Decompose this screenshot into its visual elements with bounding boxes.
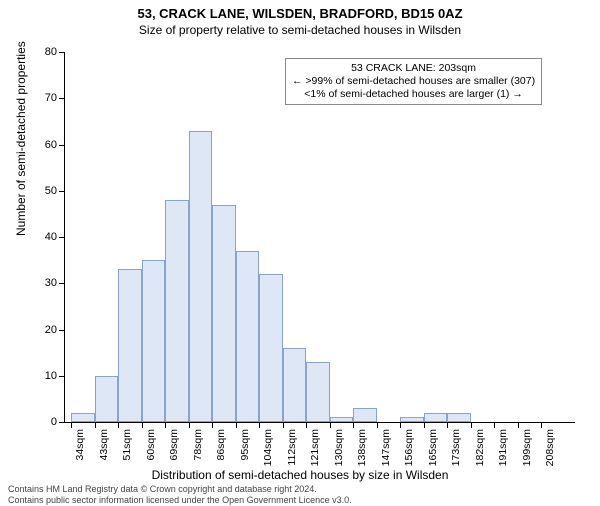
annotation-line3: <1% of semi-detached houses are larger (… xyxy=(292,88,535,101)
bars-container xyxy=(65,52,575,422)
footer-line1: Contains HM Land Registry data © Crown c… xyxy=(8,484,352,495)
histogram-bar xyxy=(330,417,354,422)
xtick xyxy=(400,422,401,428)
xtick-label: 78sqm xyxy=(192,429,204,461)
annotation-box: 53 CRACK LANE: 203sqm ← >99% of semi-det… xyxy=(285,58,542,105)
xtick xyxy=(95,422,96,428)
xtick xyxy=(377,422,378,428)
histogram-bar xyxy=(400,417,424,422)
xtick xyxy=(471,422,472,428)
annotation-line1: 53 CRACK LANE: 203sqm xyxy=(292,62,535,75)
xtick-label: 104sqm xyxy=(262,429,274,466)
ytick xyxy=(59,330,65,331)
x-axis-label: Distribution of semi-detached houses by … xyxy=(0,468,600,482)
xtick-label: 182sqm xyxy=(474,429,486,466)
xtick xyxy=(236,422,237,428)
xtick xyxy=(212,422,213,428)
annotation-line2: ← >99% of semi-detached houses are small… xyxy=(292,75,535,88)
ytick xyxy=(59,283,65,284)
xtick xyxy=(353,422,354,428)
footer-line2: Contains public sector information licen… xyxy=(8,495,352,506)
ytick xyxy=(59,98,65,99)
xtick-label: 208sqm xyxy=(544,429,556,466)
ytick xyxy=(59,191,65,192)
histogram-bar xyxy=(118,269,142,422)
histogram-bar xyxy=(306,362,330,422)
xtick-label: 69sqm xyxy=(168,429,180,461)
histogram-bar xyxy=(259,274,283,422)
ytick xyxy=(59,376,65,377)
plot-area: 01020304050607080 34sqm43sqm51sqm60sqm69… xyxy=(64,52,575,423)
xtick-label: 165sqm xyxy=(427,429,439,466)
ytick-label: 40 xyxy=(45,231,57,243)
histogram-bar xyxy=(424,413,448,422)
histogram-bar xyxy=(142,260,166,422)
ytick xyxy=(59,145,65,146)
xtick-label: 60sqm xyxy=(145,429,157,461)
histogram-bar xyxy=(212,205,236,422)
xtick xyxy=(142,422,143,428)
ytick-label: 70 xyxy=(45,92,57,104)
xtick xyxy=(494,422,495,428)
xtick-label: 86sqm xyxy=(215,429,227,461)
xtick-label: 130sqm xyxy=(333,429,345,466)
histogram-bar xyxy=(165,200,189,422)
xtick xyxy=(424,422,425,428)
ytick-label: 0 xyxy=(51,416,57,428)
xtick-label: 147sqm xyxy=(380,429,392,466)
histogram-bar xyxy=(95,376,119,422)
ytick-label: 80 xyxy=(45,46,57,58)
xtick xyxy=(71,422,72,428)
xtick-label: 138sqm xyxy=(356,429,368,466)
ytick xyxy=(59,422,65,423)
chart-title-main: 53, CRACK LANE, WILSDEN, BRADFORD, BD15 … xyxy=(0,6,600,21)
xtick xyxy=(165,422,166,428)
footer: Contains HM Land Registry data © Crown c… xyxy=(8,484,352,506)
xtick-label: 95sqm xyxy=(239,429,251,461)
ytick-label: 60 xyxy=(45,139,57,151)
histogram-bar xyxy=(447,413,471,422)
xtick-label: 191sqm xyxy=(497,429,509,466)
xtick-label: 121sqm xyxy=(309,429,321,466)
xtick xyxy=(259,422,260,428)
ytick-label: 20 xyxy=(45,324,57,336)
xtick-label: 51sqm xyxy=(121,429,133,461)
chart-title-sub: Size of property relative to semi-detach… xyxy=(0,23,600,37)
histogram-bar xyxy=(71,413,95,422)
xtick xyxy=(447,422,448,428)
histogram-bar xyxy=(353,408,377,422)
xtick-label: 199sqm xyxy=(521,429,533,466)
xtick xyxy=(330,422,331,428)
xtick-label: 173sqm xyxy=(450,429,462,466)
xtick-label: 156sqm xyxy=(403,429,415,466)
ytick xyxy=(59,52,65,53)
ytick-label: 50 xyxy=(45,185,57,197)
histogram-bar xyxy=(189,131,213,422)
y-axis-label: Number of semi-detached properties xyxy=(14,41,28,236)
ytick xyxy=(59,237,65,238)
histogram-bar xyxy=(236,251,260,422)
xtick-label: 34sqm xyxy=(74,429,86,461)
histogram-bar xyxy=(283,348,307,422)
ytick-label: 30 xyxy=(45,277,57,289)
xtick-label: 43sqm xyxy=(98,429,110,461)
xtick xyxy=(189,422,190,428)
xtick xyxy=(118,422,119,428)
xtick xyxy=(541,422,542,428)
xtick xyxy=(518,422,519,428)
xtick xyxy=(283,422,284,428)
xtick-label: 112sqm xyxy=(286,429,298,466)
xtick xyxy=(306,422,307,428)
ytick-label: 10 xyxy=(45,370,57,382)
